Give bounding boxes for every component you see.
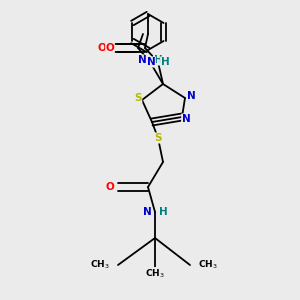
Text: O: O bbox=[106, 182, 114, 192]
Text: N: N bbox=[142, 207, 152, 217]
Text: H: H bbox=[159, 207, 167, 217]
Text: CH$_3$: CH$_3$ bbox=[145, 268, 165, 280]
Text: S: S bbox=[134, 93, 142, 103]
Text: N: N bbox=[182, 114, 190, 124]
Text: N: N bbox=[138, 55, 146, 65]
Text: H: H bbox=[154, 55, 162, 65]
Text: N: N bbox=[187, 91, 195, 101]
Text: N: N bbox=[147, 57, 155, 67]
Text: H: H bbox=[160, 57, 169, 67]
Text: S: S bbox=[154, 133, 162, 143]
Text: CH$_3$: CH$_3$ bbox=[198, 259, 218, 271]
Text: O: O bbox=[106, 43, 114, 53]
Text: O: O bbox=[98, 43, 106, 53]
Text: CH$_3$: CH$_3$ bbox=[90, 259, 110, 271]
